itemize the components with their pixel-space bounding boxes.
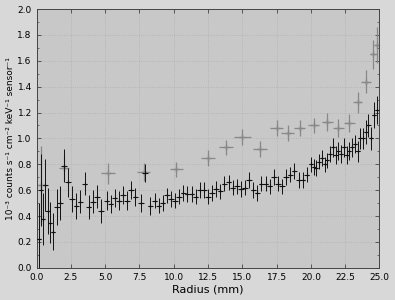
Y-axis label: 10⁻³ counts s⁻¹ cm⁻² keV⁻¹ sensor⁻¹: 10⁻³ counts s⁻¹ cm⁻² keV⁻¹ sensor⁻¹ — [6, 57, 15, 220]
X-axis label: Radius (mm): Radius (mm) — [172, 284, 244, 294]
